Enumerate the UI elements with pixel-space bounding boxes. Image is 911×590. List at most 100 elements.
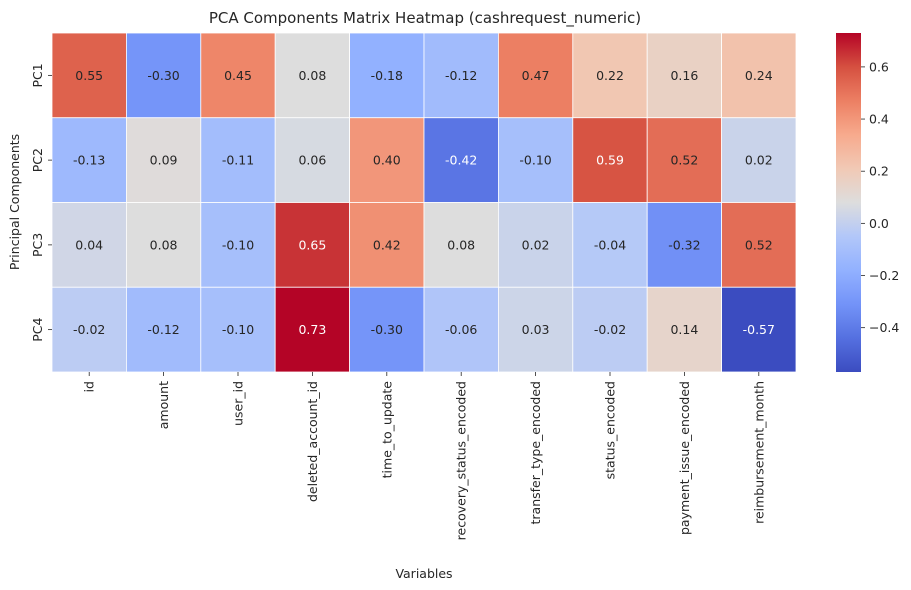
cell-value-label: 0.09 — [150, 153, 178, 168]
heatmap-cell — [572, 202, 648, 288]
heatmap-cell — [423, 286, 499, 373]
y-tick-label: PC4 — [30, 317, 45, 341]
heatmap-cell — [497, 286, 574, 373]
cell-value-label: -0.12 — [445, 68, 477, 83]
heatmap-cell — [721, 202, 797, 288]
colorbar — [836, 33, 861, 372]
cell-value-label: 0.24 — [745, 68, 773, 83]
colorbar-tick-label: 0.2 — [869, 164, 889, 179]
cell-value-label: 0.47 — [522, 68, 550, 83]
x-tick-labels: id amount user_id deleted_account_id time_to… — [82, 372, 766, 540]
cell-value-label: -0.11 — [222, 153, 254, 168]
cell-value-label: 0.08 — [298, 68, 326, 83]
cell-value-label: 0.45 — [224, 68, 252, 83]
heatmap-cell — [423, 117, 499, 203]
cell-value-label: 0.73 — [298, 322, 326, 337]
colorbar-tick-label: −0.4 — [869, 320, 899, 335]
heatmap-cells: 0.55 -0.30 0.45 0.08 -0.18 -0.12 0.47 0.22 0.16 0… — [51, 32, 797, 373]
heatmap-cell — [200, 32, 276, 119]
heatmap-cell — [126, 202, 202, 288]
heatmap-cell — [497, 117, 574, 203]
heatmap-cell — [274, 32, 351, 119]
cell-value-label: -0.32 — [668, 237, 700, 252]
cell-value-label: -0.13 — [73, 153, 105, 168]
heatmap-cell — [646, 202, 723, 288]
cell-value-label: -0.30 — [371, 322, 403, 337]
heatmap-cell — [646, 286, 723, 373]
cell-value-label: 0.08 — [447, 237, 475, 252]
heatmap-cell — [51, 286, 127, 373]
x-tick-label: id — [82, 381, 97, 392]
heatmap-cell — [349, 286, 425, 373]
cell-value-label: 0.06 — [298, 153, 326, 168]
heatmap-cell — [721, 117, 797, 203]
colorbar-tick-label: 0.4 — [869, 112, 889, 127]
cell-value-label: 0.16 — [670, 68, 698, 83]
y-tick-labels: PC1 PC2 PC3 PC4 — [30, 63, 52, 342]
cell-value-label: 0.14 — [670, 322, 698, 337]
x-axis-label: Variables — [395, 566, 452, 581]
heatmap-cell — [51, 202, 127, 288]
cell-value-label: 0.40 — [373, 153, 401, 168]
heatmap-cell — [349, 117, 425, 203]
cell-value-label: -0.10 — [222, 237, 254, 252]
cell-value-label: 0.22 — [596, 68, 624, 83]
cell-value-label: -0.10 — [222, 322, 254, 337]
colorbar-tick-label: 0.0 — [869, 216, 889, 231]
colorbar-tick-label: 0.6 — [869, 59, 889, 74]
heatmap-cell — [721, 32, 797, 119]
x-tick-label: recovery_status_encoded — [454, 381, 469, 540]
cell-value-label: 0.03 — [522, 322, 550, 337]
colorbar-tick-label: −0.2 — [869, 268, 899, 283]
cell-value-label: 0.02 — [745, 153, 773, 168]
heatmap-cell — [423, 32, 499, 119]
heatmap-cell — [200, 202, 276, 288]
cell-value-label: -0.02 — [73, 322, 105, 337]
colorbar-ticks: 0.6 0.4 0.2 0.0 −0.2 −0.4 — [861, 59, 899, 335]
heatmap-cell — [572, 286, 648, 373]
heatmap-cell — [646, 117, 723, 203]
cell-value-label: 0.42 — [373, 237, 401, 252]
cell-value-label: -0.04 — [594, 237, 626, 252]
heatmap-cell — [349, 202, 425, 288]
cell-value-label: -0.57 — [743, 322, 775, 337]
cell-value-label: -0.10 — [519, 153, 551, 168]
cell-value-label: 0.52 — [670, 153, 698, 168]
x-tick-label: deleted_account_id — [305, 381, 320, 502]
heatmap-cell — [200, 117, 276, 203]
y-axis-label: Principal Components — [7, 134, 22, 270]
cell-value-label: -0.18 — [371, 68, 403, 83]
x-tick-label: status_encoded — [603, 381, 618, 479]
y-tick-label: PC1 — [30, 63, 45, 87]
cell-value-label: 0.04 — [75, 237, 103, 252]
cell-value-label: -0.42 — [445, 153, 477, 168]
y-tick-label: PC3 — [30, 233, 45, 257]
cell-value-label: -0.02 — [594, 322, 626, 337]
heatmap-cell — [572, 32, 648, 119]
x-tick-label: user_id — [231, 381, 246, 426]
cell-value-label: -0.30 — [147, 68, 179, 83]
y-tick-label: PC2 — [30, 148, 45, 172]
cell-value-label: 0.02 — [522, 237, 550, 252]
cell-value-label: 0.55 — [75, 68, 103, 83]
cell-value-label: -0.12 — [147, 322, 179, 337]
heatmap-cell — [126, 117, 202, 203]
cell-value-label: 0.52 — [745, 237, 773, 252]
chart-title: PCA Components Matrix Heatmap (cashreque… — [209, 9, 641, 28]
heatmap-cell — [572, 117, 648, 203]
heatmap-cell — [274, 117, 351, 203]
x-tick-label: reimbursement_month — [751, 381, 766, 524]
x-tick-label: transfer_type_encoded — [528, 381, 543, 524]
cell-value-label: 0.59 — [596, 153, 624, 168]
cell-value-label: -0.06 — [445, 322, 477, 337]
heatmap-cell — [497, 202, 574, 288]
heatmap-cell — [126, 32, 202, 119]
x-tick-label: amount — [156, 381, 171, 429]
x-tick-label: time_to_update — [379, 381, 394, 479]
cell-value-label: 0.65 — [298, 237, 326, 252]
cell-value-label: 0.08 — [150, 237, 178, 252]
heatmap-cell — [51, 32, 127, 119]
heatmap-cell — [721, 286, 797, 373]
x-tick-label: payment_issue_encoded — [677, 381, 692, 535]
